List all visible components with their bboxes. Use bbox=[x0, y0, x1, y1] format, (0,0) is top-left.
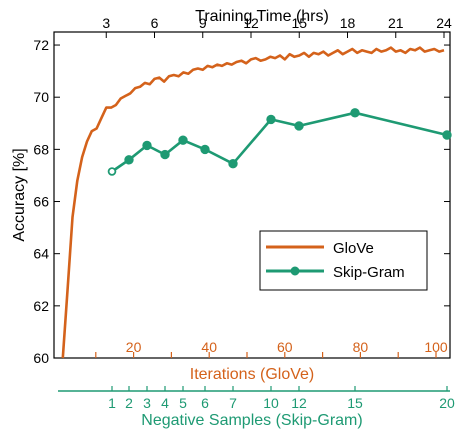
legend-skip-gram-label: Skip-Gram bbox=[333, 264, 405, 281]
glove-line bbox=[61, 46, 445, 359]
skip-gram-point bbox=[442, 130, 452, 140]
y-axis-ticks: 60 62 64 66 68 70 72 bbox=[33, 37, 450, 366]
legend-box bbox=[259, 230, 428, 291]
iterations-axis-title: Iterations (GloVe) bbox=[190, 366, 315, 383]
top-axis-ticks: 3 6 9 12 15 18 21 24 bbox=[102, 15, 452, 38]
negative-samples-tick-label: 1 bbox=[108, 395, 116, 411]
y-tick-label: 70 bbox=[33, 89, 49, 105]
iterations-tick-label: 100 bbox=[424, 339, 448, 355]
iterations-tick-label: 40 bbox=[201, 339, 217, 355]
skip-gram-point bbox=[350, 108, 360, 118]
skip-gram-line bbox=[111, 111, 448, 173]
skip-gram-point bbox=[124, 155, 134, 165]
negative-samples-tick-label: 10 bbox=[263, 395, 279, 411]
top-axis-title: Training Time (hrs) bbox=[195, 8, 329, 25]
plot-frame bbox=[53, 31, 451, 359]
iterations-tick-label: 80 bbox=[353, 339, 369, 355]
skip-gram-point bbox=[178, 135, 188, 145]
top-tick-label: 21 bbox=[388, 15, 404, 31]
skip-gram-point bbox=[294, 121, 304, 131]
iterations-tick-label: 60 bbox=[277, 339, 293, 355]
y-tick-label: 66 bbox=[33, 194, 49, 210]
negative-samples-tick-label: 4 bbox=[161, 395, 169, 411]
iterations-tick-label: 20 bbox=[126, 339, 142, 355]
negative-samples-tick-label: 6 bbox=[201, 395, 209, 411]
negative-samples-tick-label: 15 bbox=[347, 395, 363, 411]
top-tick-label: 3 bbox=[102, 15, 110, 31]
y-tick-label: 62 bbox=[33, 298, 49, 314]
top-tick-label: 24 bbox=[436, 15, 452, 31]
top-tick-label: 6 bbox=[151, 15, 159, 31]
y-tick-label: 60 bbox=[33, 350, 49, 366]
negative-samples-tick-label: 5 bbox=[179, 395, 187, 411]
top-tick-label: 15 bbox=[291, 15, 307, 31]
skip-gram-point bbox=[200, 144, 210, 155]
y-tick-label: 68 bbox=[33, 141, 49, 157]
skip-gram-point bbox=[142, 140, 152, 151]
skip-gram-point bbox=[107, 167, 117, 176]
negative-samples-tick-label: 20 bbox=[439, 395, 455, 411]
y-axis-title: Accuracy [%] bbox=[11, 148, 28, 241]
negative-samples-tick-label: 2 bbox=[125, 395, 133, 411]
negative-samples-tick-label: 7 bbox=[229, 395, 237, 411]
y-tick-label: 72 bbox=[33, 37, 49, 53]
y-tick-label: 64 bbox=[33, 246, 49, 262]
legend: GloVe Skip-Gram bbox=[259, 230, 428, 291]
series-skip-gram bbox=[107, 108, 452, 176]
top-tick-label: 9 bbox=[199, 15, 207, 31]
negative-samples-tick-label: 12 bbox=[291, 395, 307, 411]
skip-gram-point bbox=[160, 149, 170, 160]
iterations-axis-ticks: 20 40 60 80 100 bbox=[95, 339, 448, 358]
legend-skip-gram-marker bbox=[290, 266, 300, 276]
negative-samples-tick-label: 3 bbox=[143, 395, 151, 411]
top-tick-label: 12 bbox=[243, 15, 259, 31]
legend-glove-label: GloVe bbox=[333, 240, 374, 257]
negative-samples-axis-title: Negative Samples (Skip-Gram) bbox=[141, 412, 362, 429]
series-glove bbox=[61, 46, 445, 359]
negative-samples-axis-ticks: 1 2 3 4 5 6 7 10 12 15 20 bbox=[108, 386, 455, 411]
skip-gram-point bbox=[266, 114, 276, 125]
top-tick-label: 18 bbox=[340, 15, 356, 31]
skip-gram-point bbox=[228, 158, 238, 169]
